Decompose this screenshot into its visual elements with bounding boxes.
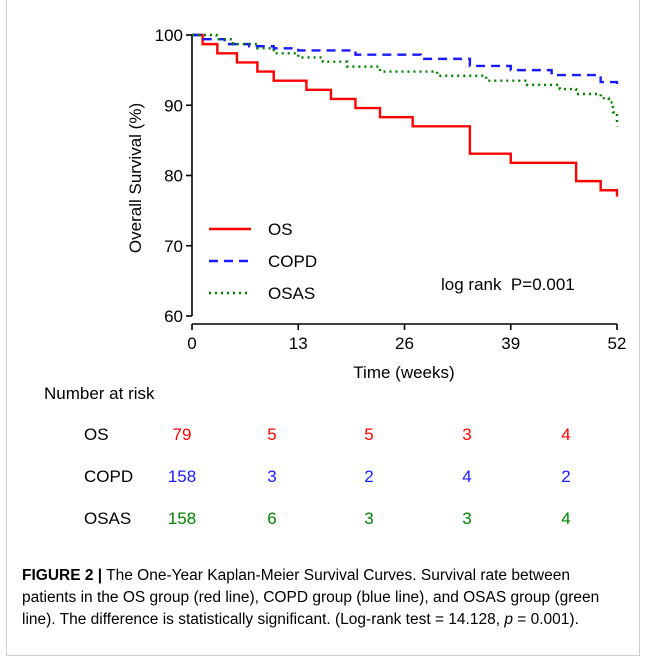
risk-cell: 3 <box>267 467 277 486</box>
y-axis-label: Overall Survival (%) <box>126 103 145 253</box>
series-line-os <box>192 33 619 197</box>
chart-axes: 60 70 80 90 100 0 13 26 39 52 <box>155 26 627 353</box>
risk-cell: 3 <box>462 509 472 528</box>
risk-cell: 79 <box>172 425 192 444</box>
risk-cell: 5 <box>267 425 277 444</box>
risk-row-copd: COPD 158 3 2 4 2 <box>0 467 646 491</box>
legend-label-os: OS <box>268 220 293 239</box>
y-tick-label: 70 <box>164 237 183 256</box>
x-tick-label: 0 <box>187 334 196 353</box>
risk-cell: 4 <box>462 467 472 486</box>
risk-row-osas: OSAS 158 6 3 3 4 <box>0 509 646 533</box>
risk-cell: 2 <box>364 467 374 486</box>
legend-label-copd: COPD <box>268 252 317 271</box>
risk-cell: 2 <box>561 467 571 486</box>
y-tick-label: 80 <box>164 167 183 186</box>
figure-frame <box>6 0 640 656</box>
chart-legend: OS COPD OSAS <box>209 220 317 303</box>
risk-row-label: OSAS <box>84 509 132 528</box>
risk-cell: 4 <box>561 509 571 528</box>
series-line-copd <box>192 33 619 85</box>
caption-p-text: = 0.001). <box>512 611 579 628</box>
risk-cell: 158 <box>167 509 197 528</box>
y-tick-label: 100 <box>155 26 183 45</box>
x-tick-label: 52 <box>608 334 627 353</box>
y-tick-label: 90 <box>164 96 183 115</box>
x-axis-label: Time (weeks) <box>353 363 454 382</box>
risk-table-title: Number at risk <box>44 384 155 403</box>
legend-label-osas: OSAS <box>268 284 315 303</box>
y-tick-label: 60 <box>164 307 183 326</box>
figure-caption: FIGURE 2 | The One-Year Kaplan-Meier Sur… <box>22 565 622 631</box>
risk-row-label: OS <box>84 425 109 444</box>
x-tick-label: 26 <box>395 334 414 353</box>
caption-text: The One-Year Kaplan-Meier Survival Curve… <box>22 567 600 628</box>
x-tick-label: 13 <box>289 334 308 353</box>
x-tick-label: 39 <box>501 334 520 353</box>
caption-label: FIGURE 2 | <box>22 567 103 584</box>
survival-chart: 60 70 80 90 100 0 13 26 39 52 OS COPD OSAS Overall … <box>126 26 627 382</box>
risk-cell: 3 <box>462 425 472 444</box>
chart-series <box>192 33 619 197</box>
log-rank-annotation: log rank P=0.001 <box>441 275 575 294</box>
risk-cell: 5 <box>364 425 374 444</box>
risk-cell: 158 <box>167 467 197 486</box>
series-line-osas <box>192 33 619 127</box>
risk-row-label: COPD <box>84 467 134 486</box>
caption-p-symbol: p <box>504 611 513 628</box>
risk-row-os: OS 79 5 5 3 4 <box>0 425 646 449</box>
risk-cell: 4 <box>561 425 571 444</box>
risk-cell: 3 <box>364 509 374 528</box>
risk-cell: 6 <box>267 509 277 528</box>
